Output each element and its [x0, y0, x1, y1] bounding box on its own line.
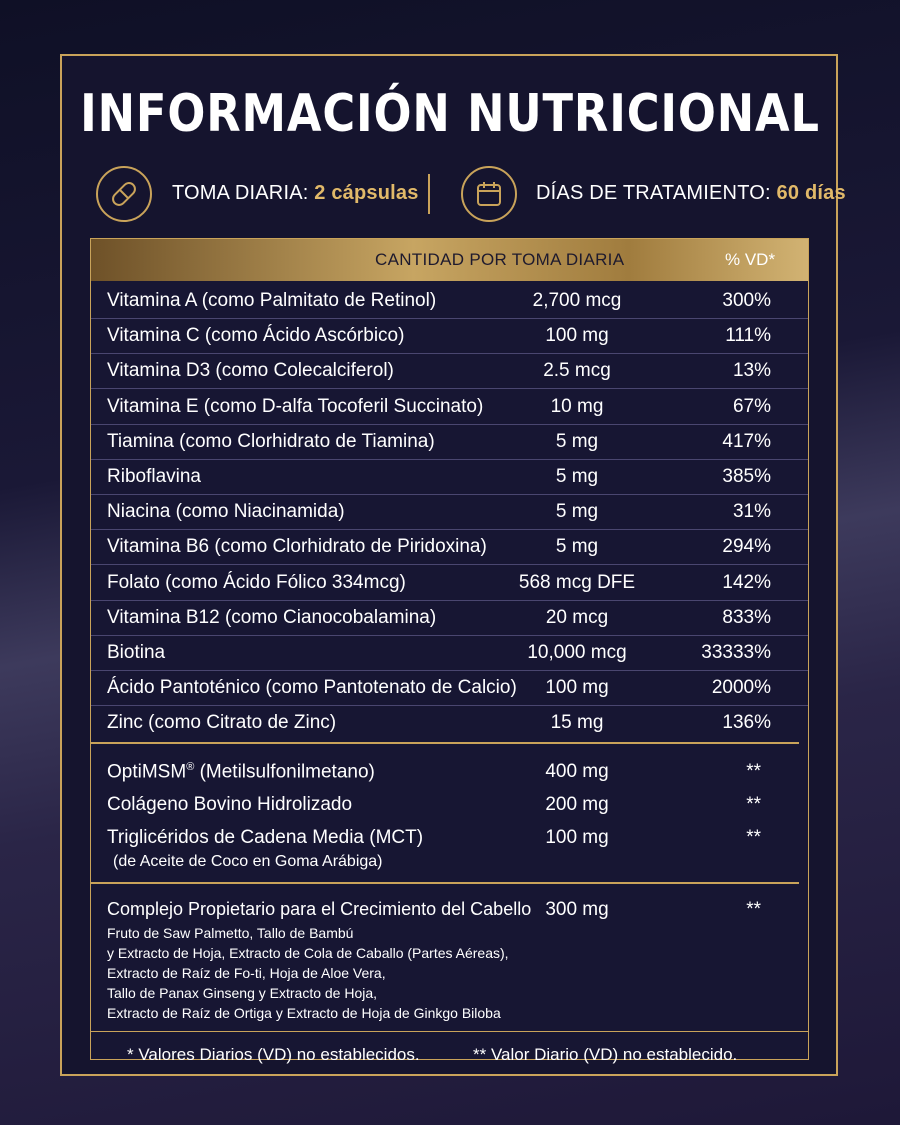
row-vd: 2000% — [711, 677, 771, 699]
row-amount: 2,700 mcg — [532, 290, 622, 311]
row-amount: 2.5 mcg — [543, 360, 611, 382]
optimsm-name-rest: (Metilsulfonilmetano) — [194, 761, 375, 783]
header-vd: % VD* — [725, 250, 776, 269]
daily-intake-label: TOMA DIARIA: — [172, 182, 309, 204]
row-vd: 67% — [732, 395, 771, 417]
row-name: Vitamina A (como Palmitato de Retinol) — [107, 290, 437, 311]
table-row: Vitamina A (como Palmitato de Retinol) 2,… — [91, 283, 808, 319]
table-row: Vitamina D3 (como Colecalciferol) 2.5 mcg… — [91, 353, 808, 390]
blend-vd: ** — [746, 899, 761, 920]
row-vd: 385% — [722, 466, 771, 487]
blend-ingredient-line: Extracto de Raíz de Ortiga y Extracto de… — [107, 1005, 501, 1021]
table-row: Vitamina B12 (como Cianocobalamina) 20 mc… — [91, 600, 808, 636]
footnote-vd-double: ** Valor Diario (VD) no establecido. — [473, 1045, 738, 1064]
row-subtext: (de Aceite de Coco en Goma Arábiga) — [113, 853, 383, 870]
row-vd: 33333% — [701, 642, 771, 663]
row-name: Tiamina (como Clorhidrato de Tiamina) — [107, 430, 435, 452]
daily-intake: TOMA DIARIA: 2 cápsulas — [172, 182, 419, 205]
row-amount: 10 mg — [550, 395, 604, 417]
treatment-label: DÍAS DE TRATAMIENTO: — [536, 182, 771, 204]
table-row: Tiamina (como Clorhidrato de Tiamina) 5 m… — [91, 424, 808, 460]
row-amount: 200 mg — [545, 794, 609, 815]
row-name: Vitamina D3 (como Colecalciferol) — [107, 360, 394, 382]
row-vd: 142% — [722, 571, 771, 593]
row-amount: 5 mg — [555, 430, 599, 452]
table-row: Folato (como Ácido Fólico 334mcg) 568 mcg… — [91, 565, 808, 601]
table-header: CANTIDAD POR TOMA DIARIA % VD* — [91, 239, 808, 281]
registered-mark: ® — [186, 761, 195, 773]
row-vd: 833% — [722, 606, 771, 628]
table-row: Biotina 10,000 mcg 33333% — [91, 635, 808, 671]
row-name: Vitamina B12 (como Cianocobalamina) — [107, 606, 437, 628]
treatment-value: 60 días — [776, 182, 846, 204]
row-amount: 5 mg — [555, 466, 599, 487]
capsule-icon — [96, 166, 152, 222]
table-row: Niacina (como Niacinamida) 5 mg 31% — [91, 494, 808, 531]
row-name: Triglicéridos de Cadena Media (MCT) — [107, 827, 424, 848]
row-amount: 20 mcg — [545, 606, 609, 628]
row-name: Ácido Pantoténico (como Pantotenato de C… — [107, 677, 517, 699]
footnote-separator — [91, 1031, 808, 1032]
table-row: Zinc (como Citrato de Zinc) 15 mg 136% — [91, 705, 808, 740]
table-row: Vitamina E (como D-alfa Tocoferil Succin… — [91, 389, 808, 425]
row-vd: 136% — [722, 712, 771, 734]
section-separator — [91, 882, 799, 884]
row-vd: ** — [746, 761, 761, 782]
row-name: Colágeno Bovino Hidrolizado — [107, 794, 353, 815]
row-name: Biotina — [107, 642, 166, 663]
row-vd: 300% — [722, 290, 771, 311]
row-amount: 568 mcg DFE — [518, 571, 636, 593]
row-amount: 10,000 mcg — [527, 642, 627, 663]
row-amount: 100 mg — [545, 827, 609, 848]
row-vd: 417% — [722, 430, 771, 452]
row-name: Folato (como Ácido Fólico 334mcg) — [107, 571, 406, 593]
row-vd: 294% — [722, 536, 771, 558]
blend-amount: 300 mg — [545, 899, 609, 920]
page-title: INFORMACIÓN NUTRICIONAL — [80, 84, 820, 144]
info-row: TOMA DIARIA: 2 cápsulas DÍAS DE TRATAMIE… — [0, 166, 900, 226]
row-name: Zinc (como Citrato de Zinc) — [107, 712, 337, 734]
row-amount: 100 mg — [545, 677, 609, 699]
row-name: Niacina (como Niacinamida) — [107, 501, 345, 523]
blend-ingredient-line: Extracto de Raíz de Fo-ti, Hoja de Aloe … — [107, 965, 386, 981]
footnote-vd: * Valores Diarios (VD) no establecidos. — [127, 1045, 420, 1064]
row-vd: 31% — [732, 501, 771, 523]
optimsm-name: OptiMSM — [107, 761, 187, 783]
row-name: Vitamina E (como D-alfa Tocoferil Succin… — [107, 395, 484, 417]
row-name: OptiMSM® (Metilsulfonilmetano) — [107, 761, 375, 783]
blend-ingredient-line: Tallo de Panax Ginseng y Extracto de Hoj… — [107, 985, 378, 1001]
table-row: Vitamina C (como Ácido Ascórbico) 100 mg 1… — [91, 318, 808, 355]
blend-ingredient-line: Fruto de Saw Palmetto, Tallo de Bambú — [107, 925, 354, 941]
row-amount: 5 mg — [555, 501, 599, 523]
table-row: Riboflavina 5 mg 385% — [91, 459, 808, 495]
row-vd: ** — [746, 794, 761, 815]
row-name: Riboflavina — [107, 466, 201, 487]
row-amount: 400 mg — [545, 761, 609, 782]
row-amount: 15 mg — [550, 712, 604, 734]
treatment-days: DÍAS DE TRATAMIENTO: 60 días — [536, 182, 846, 205]
table-row: Ácido Pantoténico (como Pantotenato de C… — [91, 670, 808, 707]
daily-intake-value: 2 cápsulas — [314, 182, 419, 204]
row-vd: 111% — [725, 325, 771, 347]
row-vd: ** — [746, 827, 761, 848]
blend-name: Complejo Propietario para el Crecimiento… — [107, 899, 532, 919]
row-amount: 100 mg — [545, 325, 609, 347]
section-separator — [91, 742, 799, 744]
row-name: Vitamina C (como Ácido Ascórbico) — [107, 325, 405, 347]
calendar-icon — [461, 166, 517, 222]
table-row: Vitamina B6 (como Clorhidrato de Piridox… — [91, 529, 808, 566]
row-name: Vitamina B6 (como Clorhidrato de Piridox… — [107, 536, 487, 558]
row-vd: 13% — [732, 360, 771, 382]
header-amount: CANTIDAD POR TOMA DIARIA — [375, 250, 625, 269]
nutrition-table: CANTIDAD POR TOMA DIARIA % VD* Vitamina … — [90, 238, 809, 1064]
blend-ingredient-line: y Extracto de Hoja, Extracto de Cola de … — [107, 945, 509, 961]
info-divider — [428, 174, 430, 214]
row-amount: 5 mg — [555, 536, 599, 558]
